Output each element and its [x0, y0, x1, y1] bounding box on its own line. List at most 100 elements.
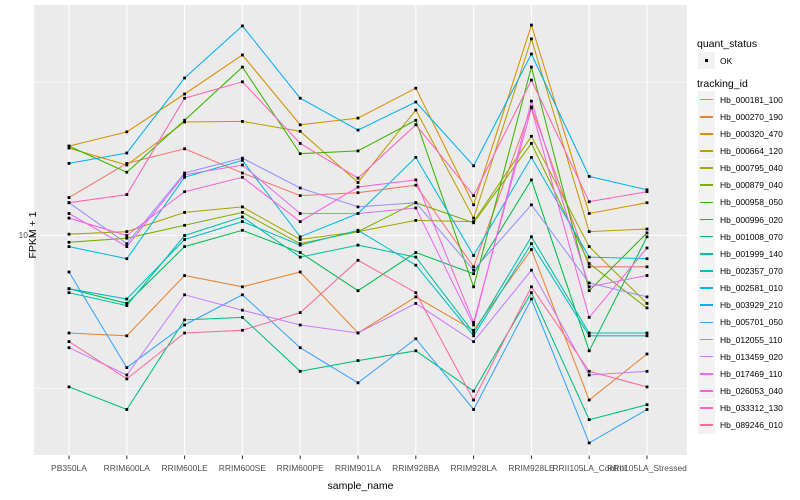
- data-point: [241, 159, 244, 162]
- data-point: [587, 398, 591, 402]
- data-point: [530, 23, 533, 27]
- data-point: [645, 306, 649, 310]
- data-point: [472, 398, 475, 402]
- data-point: [472, 328, 475, 332]
- data-point: [472, 331, 475, 335]
- legend-key-box: [698, 245, 715, 263]
- legend-item-label: Hb_000795_040: [720, 163, 783, 174]
- data-point: [298, 238, 302, 241]
- data-point: [241, 171, 244, 175]
- data-point: [530, 297, 533, 301]
- data-point: [183, 323, 186, 327]
- data-point: [645, 403, 649, 407]
- data-point: [587, 265, 591, 269]
- data-point: [241, 308, 244, 312]
- series-color-line-icon: [700, 235, 713, 238]
- data-point: [125, 230, 129, 233]
- data-point: [67, 291, 71, 295]
- legend-item-Hb_089246_010: Hb_089246_010: [698, 416, 783, 434]
- data-point: [587, 255, 591, 259]
- data-point: [356, 359, 360, 362]
- data-point: [298, 194, 302, 197]
- data-point: [645, 257, 649, 261]
- data-point: [241, 211, 244, 214]
- series-color-line-icon: [700, 98, 713, 101]
- x-tick-label: RRIM600PE: [277, 463, 325, 473]
- legend-key-box: [698, 142, 715, 160]
- data-point: [414, 263, 418, 267]
- data-point: [645, 352, 649, 356]
- data-point: [67, 270, 71, 274]
- data-point: [587, 418, 591, 422]
- data-point: [414, 251, 418, 254]
- data-point: [472, 268, 475, 272]
- data-point: [530, 178, 533, 182]
- legend-item-Hb_003929_210: Hb_003929_210: [698, 296, 783, 314]
- legend-item-label: Hb_002357_070: [720, 265, 783, 276]
- legend-item-label: Hb_003929_210: [720, 300, 783, 311]
- data-point: [183, 96, 186, 100]
- data-point: [298, 251, 302, 254]
- data-point: [67, 232, 71, 236]
- data-point: [67, 212, 71, 215]
- data-point: [645, 201, 649, 205]
- data-point: [125, 408, 129, 411]
- data-point: [414, 337, 418, 341]
- legend-item-Hb_013459_020: Hb_013459_020: [698, 348, 783, 366]
- data-point: [414, 183, 418, 187]
- data-point: [472, 323, 475, 327]
- data-point: [645, 302, 649, 305]
- y-axis-tick-label: 10: [18, 230, 28, 240]
- legend-item-Hb_000996_020: Hb_000996_020: [698, 211, 783, 229]
- data-point: [414, 178, 418, 182]
- legend-item-label: Hb_002581_010: [720, 283, 783, 294]
- data-point: [298, 255, 302, 259]
- legend-item-Hb_026053_040: Hb_026053_040: [698, 382, 783, 400]
- legend-key-box: [698, 211, 715, 229]
- legend-item-Hb_002357_070: Hb_002357_070: [698, 262, 783, 280]
- series-color-line-icon: [700, 355, 713, 358]
- data-point: [241, 328, 244, 332]
- data-point: [645, 331, 649, 335]
- legend-item-Hb_000795_040: Hb_000795_040: [698, 159, 783, 177]
- data-point: [67, 162, 71, 165]
- data-point: [645, 274, 649, 277]
- legend-item-Hb_000320_470: Hb_000320_470: [698, 125, 783, 143]
- data-point: [472, 285, 475, 289]
- series-color-line-icon: [700, 321, 713, 324]
- legend-item-label: Hb_000958_050: [720, 197, 783, 208]
- data-point: [356, 331, 360, 335]
- data-point: [298, 235, 302, 239]
- data-point: [645, 246, 649, 250]
- legend-item-label: Hb_000181_100: [720, 94, 783, 105]
- data-point: [356, 181, 360, 184]
- legend-key-box: [698, 125, 715, 143]
- legend-key-box: [698, 279, 715, 297]
- data-point: [587, 245, 591, 248]
- data-point: [356, 116, 360, 120]
- x-tick-label: RRII105LA_Stressed: [607, 463, 687, 473]
- data-point: [414, 349, 418, 353]
- data-point: [183, 293, 186, 297]
- data-point: [241, 215, 244, 219]
- data-point: [472, 272, 475, 276]
- data-point: [472, 265, 475, 269]
- data-point: [125, 170, 129, 174]
- data-point: [356, 185, 360, 189]
- data-point: [472, 164, 475, 168]
- data-point: [67, 331, 71, 335]
- legend-key-box: [698, 159, 715, 177]
- legend-item-label: Hb_000879_040: [720, 180, 783, 191]
- data-point: [414, 255, 418, 259]
- data-point: [587, 334, 591, 338]
- data-point: [183, 92, 186, 96]
- data-point: [414, 219, 418, 222]
- data-point: [241, 175, 244, 179]
- legend-item-label: Hb_000664_120: [720, 145, 783, 156]
- data-point: [530, 268, 533, 272]
- data-point: [298, 270, 302, 274]
- data-point: [645, 231, 649, 235]
- legend-item-Hb_012055_110: Hb_012055_110: [698, 331, 783, 349]
- data-point: [414, 206, 418, 210]
- legend-quant-status-item: OK: [698, 52, 732, 69]
